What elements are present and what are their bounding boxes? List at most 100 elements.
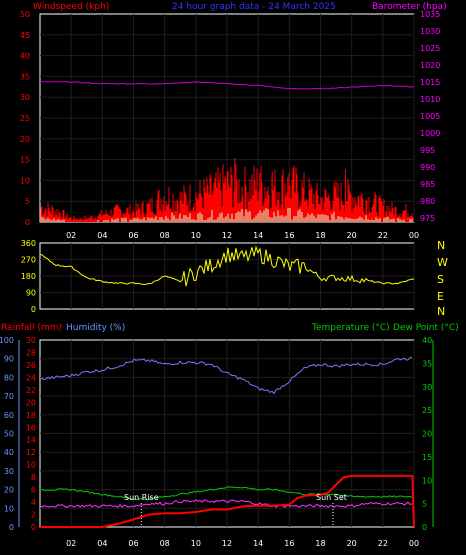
barometer-axis-label: Barometer (hpa) [372,2,447,12]
wind-speed-tick-label: 0 [25,218,30,227]
rainfall-tick-label: 26 [26,361,36,370]
humidity-tick-label: 90 [4,355,14,364]
wind-speed-tick-label: 5 [25,197,30,206]
time-tick-label-top: 12 [222,231,232,240]
direction-tick-label: 0 [31,305,36,314]
temperature-tick-label: 10 [422,476,432,485]
humidity-tick-label: 30 [4,467,14,476]
dewpoint-axis-label: Dew Point (°C) [393,323,459,333]
rainfall-tick-label: 28 [26,348,36,357]
time-tick-label-top: 16 [284,231,294,240]
temperature-tick-label: 40 [422,336,432,345]
humidity-tick-label: 80 [4,373,14,382]
direction-layer [39,245,415,287]
time-tick-label-bottom: 08 [160,539,170,548]
barometer-tick-label: 1020 [420,61,440,70]
humidity-tick-label: 100 [0,336,14,345]
temperature-tick-label: 15 [422,453,432,462]
dewpoint-line [39,499,413,509]
rainfall-tick-label: 8 [31,473,36,482]
temperature-tick-label: 35 [422,359,432,368]
humidity-tick-label: 20 [4,486,14,495]
compass-n-top: N [437,239,445,252]
rainfall-tick-label: 20 [26,398,36,407]
temperature-tick-label: 25 [422,406,432,415]
rainfall-tick-label: 4 [31,498,36,507]
time-tick-label-bottom: 04 [97,539,107,548]
time-tick-label-bottom: 16 [284,539,294,548]
humidity-line [39,356,413,395]
barometer-line [39,81,415,90]
sun-rise-label: Sun Rise [124,493,159,502]
barometer-tick-label: 985 [420,180,435,189]
rainfall-tick-label: 30 [26,336,36,345]
wind-speed-tick-label: 30 [20,93,30,102]
barometer-tick-label: 1010 [420,95,440,104]
tick-label-layer: 0202040406060808101012121414161618182020… [0,10,440,548]
rainfall-tick-label: 16 [26,423,36,432]
time-tick-label-top: 00 [409,231,419,240]
time-tick-label-bottom: 00 [409,539,419,548]
time-tick-label-top: 02 [66,231,76,240]
sun-set-label: Sun Set [316,493,347,502]
time-tick-label-top: 04 [97,231,107,240]
rainfall-tick-label: 2 [31,511,36,520]
temperature-tick-label: 20 [422,430,432,439]
rainfall-line [40,474,415,528]
temperature-tick-label: 30 [422,383,432,392]
time-tick-label-bottom: 06 [128,539,138,548]
temperature-axis-label: Temperature (°C) [311,323,390,333]
chart-title: 24 hour graph data - 24 March 2025 [172,2,336,12]
rainfall-tick-label: 14 [26,436,36,445]
time-tick-label-bottom: 12 [222,539,232,548]
rainfall-tick-label: 24 [26,373,36,382]
humidity-tick-label: 0 [9,523,14,532]
windspeed-axis-label: Windspeed (kph) [33,2,109,12]
rainfall-tick-label: 10 [26,461,36,470]
direction-tick-label: 360 [21,239,36,248]
compass-e: E [437,290,444,303]
barometer-tick-label: 980 [420,197,435,206]
time-tick-label-top: 14 [253,231,263,240]
wind-speed-tick-label: 15 [20,156,30,165]
time-tick-label-bottom: 20 [347,539,357,548]
barometer-tick-label: 1000 [420,129,440,138]
humidity-tick-label: 70 [4,392,14,401]
humidity-tick-label: 60 [4,411,14,420]
wind-speed-tick-label: 50 [20,10,30,19]
wind-layer [39,81,415,222]
time-tick-label-bottom: 22 [378,539,388,548]
humidity-tick-label: 50 [4,430,14,439]
humidity-tick-label: 40 [4,448,14,457]
wind-speed-tick-label: 25 [20,114,30,123]
temperature-line [39,486,413,501]
barometer-tick-label: 1015 [420,78,440,87]
time-tick-label-bottom: 18 [315,539,325,548]
barometer-tick-label: 975 [420,214,435,223]
time-tick-label-top: 06 [128,231,138,240]
wind-speed-tick-label: 10 [20,176,30,185]
rainfall-tick-label: 18 [26,411,36,420]
time-tick-label-bottom: 02 [66,539,76,548]
barometer-tick-label: 1035 [420,10,440,19]
humidity-tick-label: 10 [4,504,14,513]
time-tick-label-top: 08 [160,231,170,240]
barometer-tick-label: 1005 [420,112,440,121]
humidity-axis-label: Humidity (%) [66,323,125,333]
barometer-tick-label: 990 [420,163,435,172]
compass-s: S [437,273,444,286]
direction-tick-label: 90 [26,289,36,298]
wind-speed-tick-label: 40 [20,52,30,61]
time-tick-label-top: 10 [191,231,201,240]
wind-speed-tick-label: 45 [20,31,30,40]
compass-w: W [437,256,448,269]
direction-tick-label: 180 [21,272,36,281]
time-tick-label-bottom: 14 [253,539,263,548]
time-tick-label-top: 18 [315,231,325,240]
barometer-tick-label: 995 [420,146,435,155]
rainfall-axis-label: Rainfall (mm) [1,323,62,333]
rainfall-tick-label: 22 [26,386,36,395]
weather-layer [39,356,415,528]
barometer-tick-label: 1030 [420,27,440,36]
